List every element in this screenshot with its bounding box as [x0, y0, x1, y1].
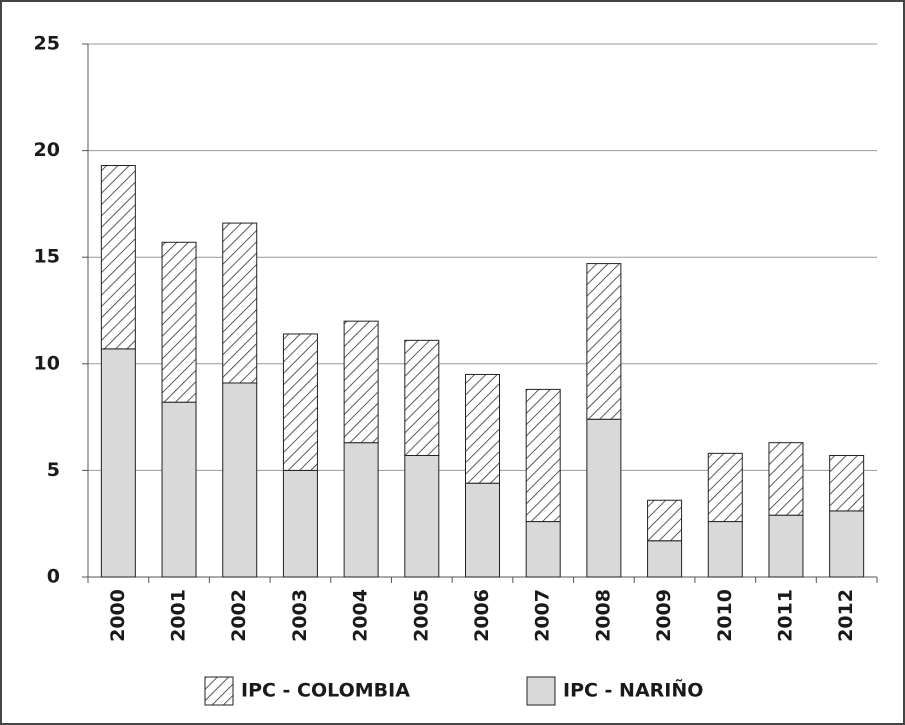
x-tick-label: 2003 — [289, 589, 311, 642]
x-tick-label: 2006 — [471, 589, 493, 642]
bar-segment — [647, 499, 683, 542]
bar-segment — [525, 521, 561, 578]
bar-segment — [222, 382, 258, 578]
bar-segment — [829, 510, 865, 578]
bar-segment — [829, 454, 865, 512]
bar-segment — [161, 241, 197, 403]
legend-label: IPC - NARIÑO — [563, 678, 703, 702]
bar-segment — [343, 442, 379, 578]
bar-segment — [282, 333, 318, 471]
x-tick-label: 2009 — [653, 589, 675, 642]
x-tick-label: 2001 — [168, 589, 190, 642]
bar-segment — [222, 222, 258, 384]
bar-segment — [768, 514, 804, 578]
x-tick-label: 2008 — [592, 589, 614, 642]
bar-segment — [404, 454, 440, 578]
x-tick-label: 2011 — [774, 589, 796, 642]
y-tick-label: 15 — [34, 246, 60, 268]
bar-segment — [161, 401, 197, 578]
x-tick-label: 2002 — [228, 589, 250, 642]
x-tick-label: 2007 — [532, 589, 554, 642]
y-tick-label: 0 — [47, 566, 60, 588]
y-tick-label: 20 — [34, 139, 60, 161]
legend-swatch — [204, 676, 234, 706]
x-tick-label: 2005 — [410, 589, 432, 642]
x-tick-label: 2004 — [350, 589, 372, 642]
bar-segment — [100, 348, 136, 578]
bar-segment — [465, 482, 500, 578]
bar-segment — [404, 339, 440, 456]
bar-segment — [343, 320, 379, 444]
legend-label: IPC - COLOMBIA — [241, 680, 410, 702]
y-tick-label: 10 — [34, 352, 60, 374]
bar-segment — [768, 442, 804, 516]
x-tick-label: 2000 — [107, 589, 129, 642]
bar-segment — [707, 452, 743, 523]
legend-swatch — [526, 676, 556, 706]
y-tick-label: 5 — [47, 459, 60, 481]
bar-segment — [647, 540, 683, 578]
y-tick-label: 25 — [34, 33, 60, 55]
bar-segment — [465, 373, 500, 484]
bar-segment — [586, 418, 622, 578]
x-tick-label: 2012 — [835, 589, 857, 642]
bar-segment — [586, 263, 622, 420]
x-tick-label: 2010 — [714, 589, 736, 642]
bar-segment — [282, 469, 318, 578]
bar-segment — [707, 521, 743, 578]
bar-segment — [100, 165, 136, 350]
bar-segment — [525, 388, 561, 523]
